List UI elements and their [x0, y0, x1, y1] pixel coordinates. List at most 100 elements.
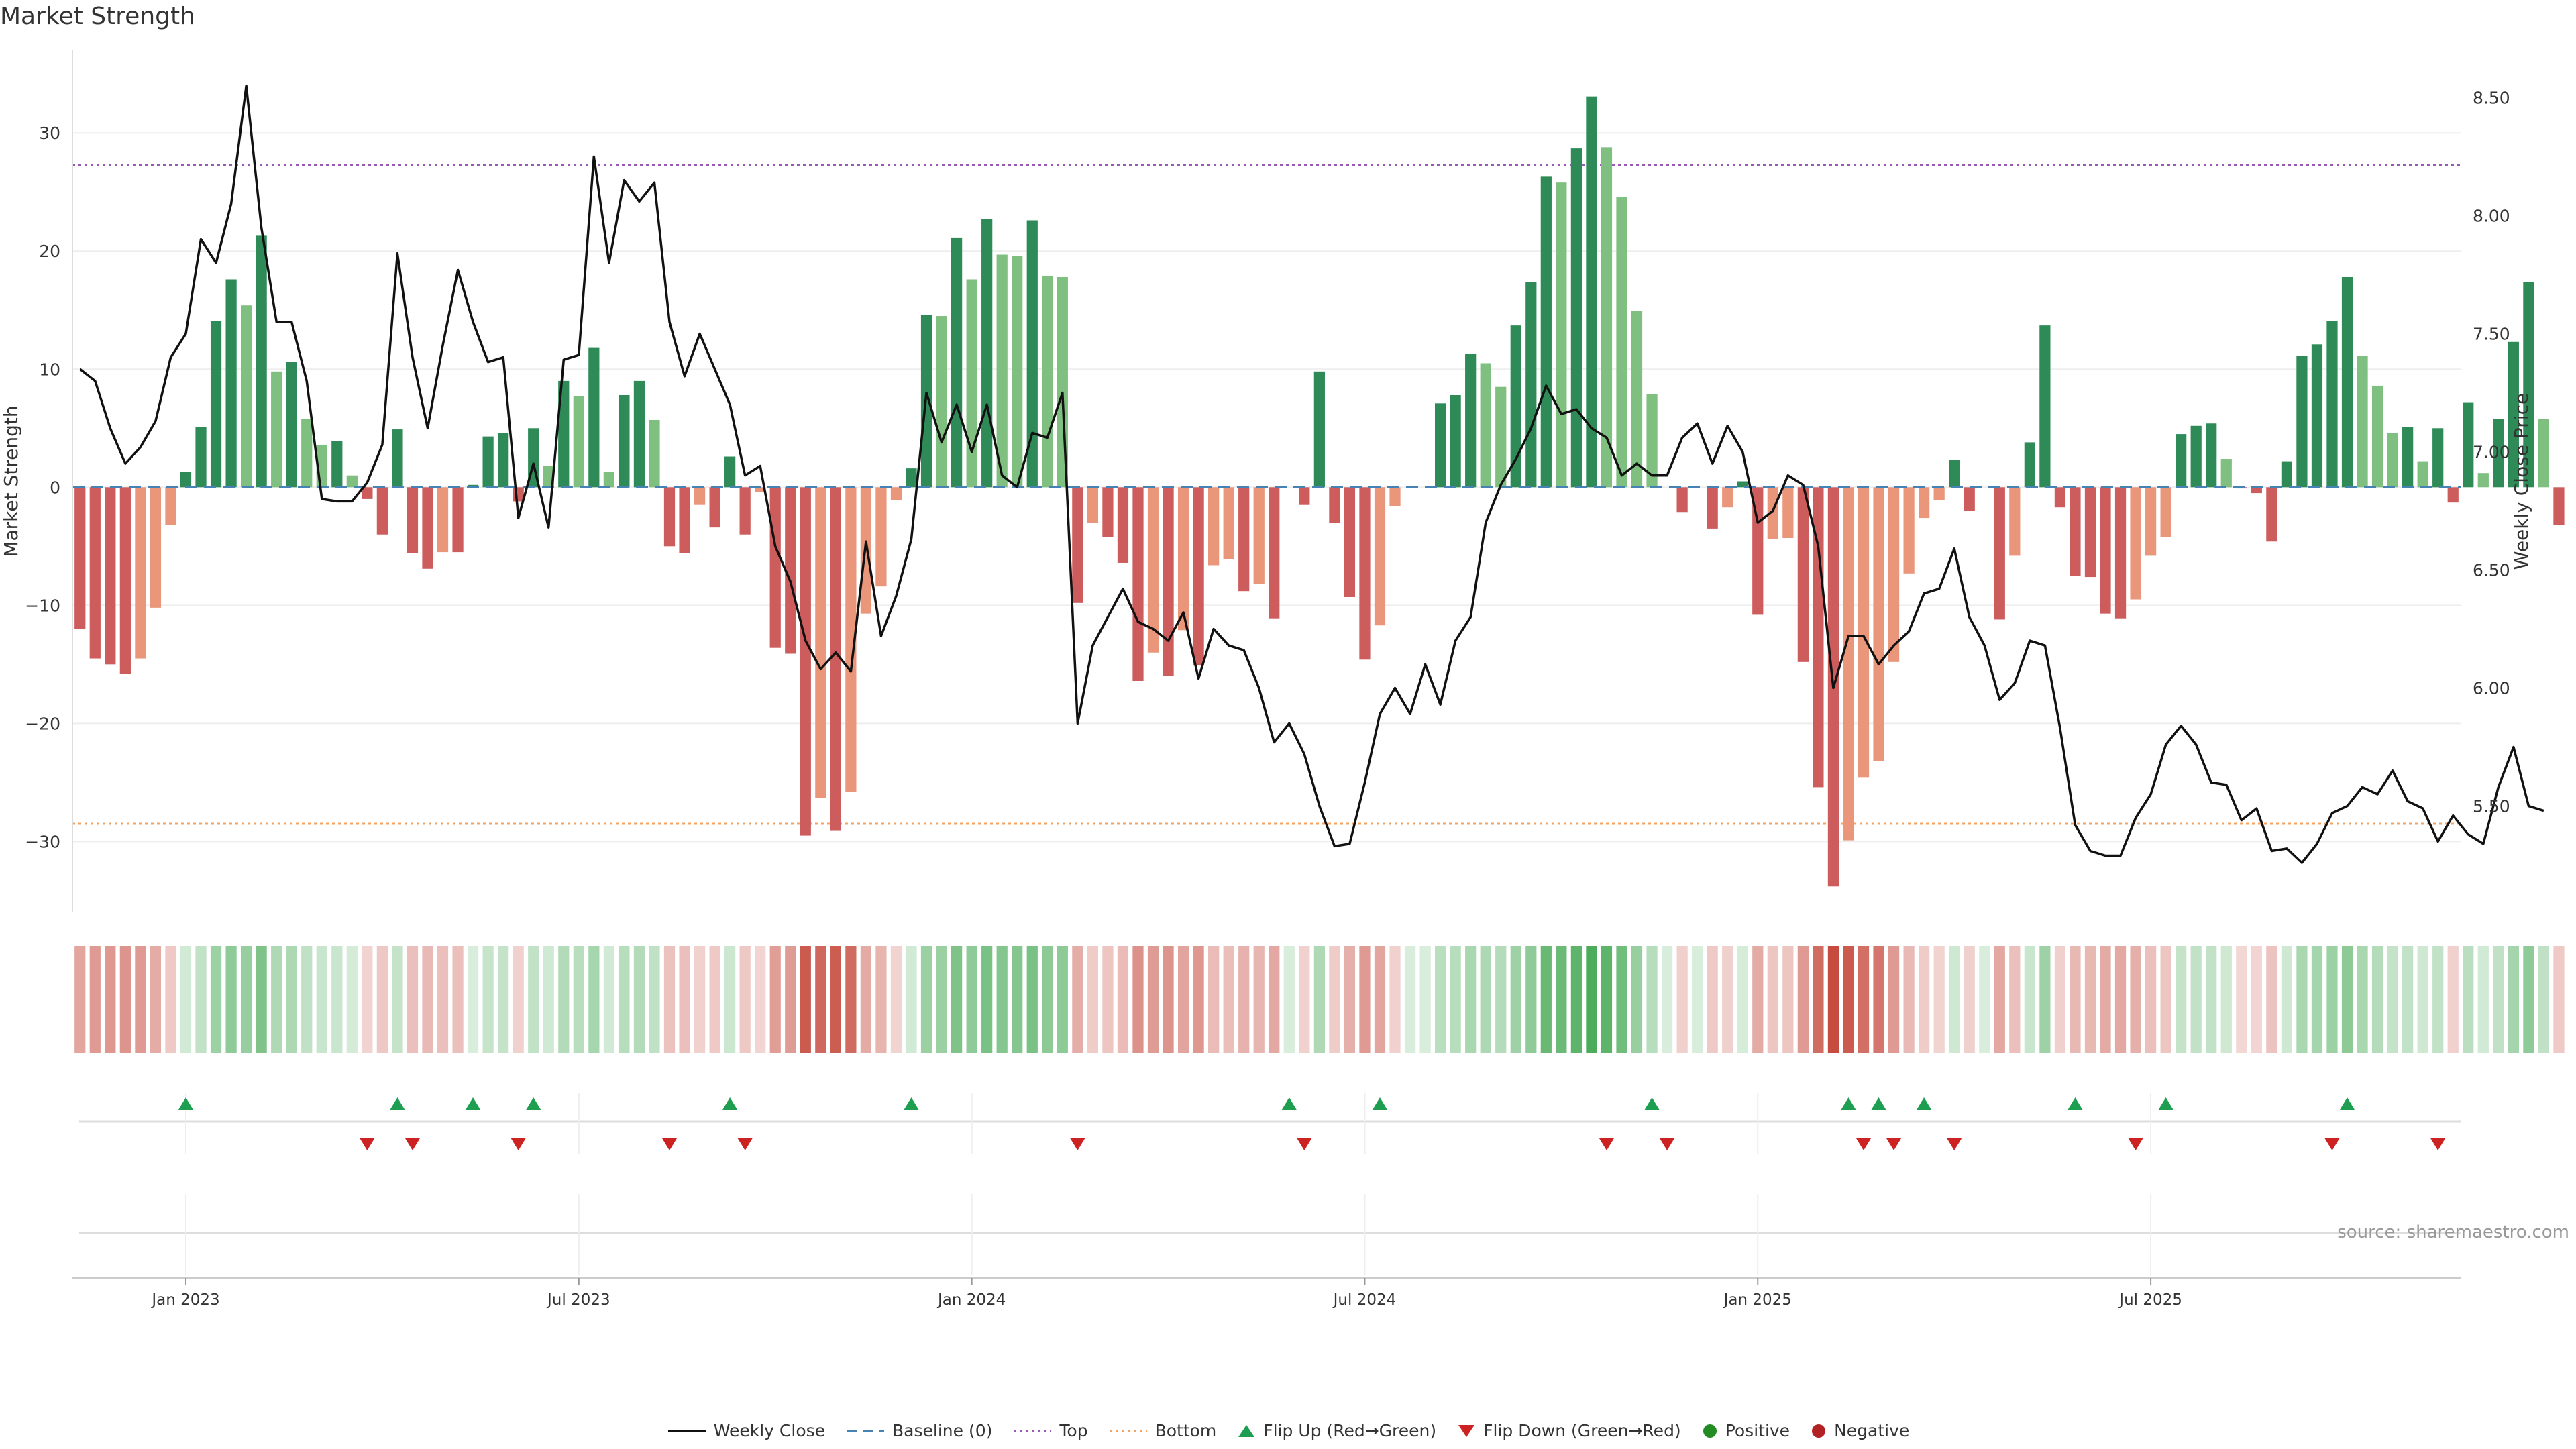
heat-cell [1586, 946, 1597, 1053]
heat-cell [845, 946, 857, 1053]
strength-bar [1843, 487, 1854, 841]
heat-cell [906, 946, 917, 1053]
heat-cell [2402, 946, 2414, 1053]
legend-bottom[interactable]: Bottom [1108, 1421, 1216, 1440]
strength-bar [1117, 487, 1129, 563]
strength-bar [195, 427, 207, 488]
heat-cell [2070, 946, 2081, 1053]
heat-cell [1359, 946, 1371, 1053]
y2-axis-label: Weekly Close Price [2510, 393, 2532, 570]
heat-cell [2371, 946, 2383, 1053]
strength-bar [1586, 96, 1597, 488]
y-tick-label: −20 [25, 714, 60, 733]
strength-bar [906, 468, 917, 488]
heat-cell [195, 946, 207, 1053]
heat-cell [1570, 946, 1582, 1053]
heat-cell [1087, 946, 1098, 1053]
heat-cell [2432, 946, 2444, 1053]
heat-cell [2114, 946, 2127, 1053]
strength-bar [1253, 487, 1265, 584]
flip-up-marker [1871, 1097, 1886, 1110]
heat-cell [2296, 946, 2308, 1053]
strength-bar [1556, 182, 1567, 488]
heat-cell [301, 946, 313, 1053]
flip-down-marker [1886, 1138, 1902, 1150]
dotted-line-swatch-icon [1109, 1430, 1147, 1432]
y-tick-label: 10 [39, 360, 60, 379]
strength-bar [709, 487, 720, 528]
strength-bar [1238, 487, 1250, 592]
strength-bar [482, 436, 494, 488]
heat-cell [467, 946, 479, 1053]
strength-bar [2130, 487, 2141, 600]
y-tick-label: 0 [50, 478, 60, 497]
legend-negative[interactable]: Negative [1810, 1421, 1909, 1440]
strength-bar [2251, 487, 2262, 494]
heat-cell [1163, 946, 1174, 1053]
legend-positive[interactable]: Positive [1701, 1421, 1790, 1440]
heat-cell [1450, 946, 1461, 1053]
heat-cell [376, 946, 388, 1053]
strength-bar [2357, 356, 2368, 488]
flip-up-marker [1917, 1097, 1932, 1110]
heat-cell [800, 946, 811, 1053]
heat-cell [2281, 946, 2292, 1053]
strength-bar [2190, 425, 2202, 488]
y2-tick-label: 7.00 [2473, 442, 2510, 462]
heat-cell [2477, 946, 2489, 1053]
heat-cell [724, 946, 736, 1053]
flip-down-marker [1947, 1138, 1962, 1150]
legend-label: Baseline (0) [892, 1421, 993, 1440]
strength-bar [845, 487, 857, 792]
legend-flip-up[interactable]: Flip Up (Red→Green) [1236, 1421, 1436, 1440]
strength-bar [996, 254, 1008, 488]
heat-cell [755, 946, 766, 1053]
x-tick-label: Jan 2024 [936, 1291, 1006, 1309]
heat-cell [1813, 946, 1824, 1053]
heat-cell [362, 946, 373, 1053]
y2-tick-label: 6.00 [2473, 679, 2510, 698]
heat-cell [437, 946, 449, 1053]
strength-bar [633, 380, 645, 488]
heat-cell [2145, 946, 2157, 1053]
strength-bar [1495, 386, 1507, 488]
heat-cell [1495, 946, 1507, 1053]
legend-flip-down[interactable]: Flip Down (Green→Red) [1456, 1421, 1681, 1440]
flip-up-marker [1281, 1097, 1297, 1110]
strength-bar [1450, 395, 1461, 488]
strength-bar [362, 487, 373, 499]
heat-cell [1313, 946, 1325, 1053]
heat-cell [2236, 946, 2247, 1053]
legend: Weekly Close Baseline (0) Top Bottom Fli… [0, 1421, 2576, 1440]
x-tick-label: Jan 2023 [150, 1291, 219, 1309]
strength-bar [1676, 487, 1688, 513]
heat-cell [2251, 946, 2262, 1053]
heat-cell [573, 946, 584, 1053]
heat-cell [966, 946, 977, 1053]
heat-cell [1389, 946, 1401, 1053]
strength-bar [649, 419, 660, 488]
strength-bar [2553, 487, 2565, 525]
legend-weekly-close[interactable]: Weekly Close [667, 1421, 825, 1440]
legend-top[interactable]: Top [1012, 1421, 1088, 1440]
strength-bar [1208, 487, 1220, 566]
heat-cell [165, 946, 176, 1053]
heat-cell [1858, 946, 1870, 1053]
flip-up-marker [466, 1097, 481, 1110]
heat-cell [1616, 946, 1627, 1053]
heat-cell [528, 946, 539, 1053]
flip-up-marker [2340, 1097, 2355, 1110]
heat-cell [769, 946, 781, 1053]
strength-bar [800, 487, 811, 836]
strength-bar [815, 487, 826, 798]
y2-tick-label: 5.50 [2473, 797, 2510, 816]
heat-cell [452, 946, 464, 1053]
legend-baseline[interactable]: Baseline (0) [845, 1421, 992, 1440]
heat-cell [1692, 946, 1703, 1053]
legend-label: Positive [1725, 1421, 1790, 1440]
strength-bar [150, 487, 162, 608]
strength-bar [89, 487, 101, 659]
flip-up-marker [178, 1097, 193, 1110]
heat-cell [74, 946, 86, 1053]
strength-bar [679, 487, 690, 553]
